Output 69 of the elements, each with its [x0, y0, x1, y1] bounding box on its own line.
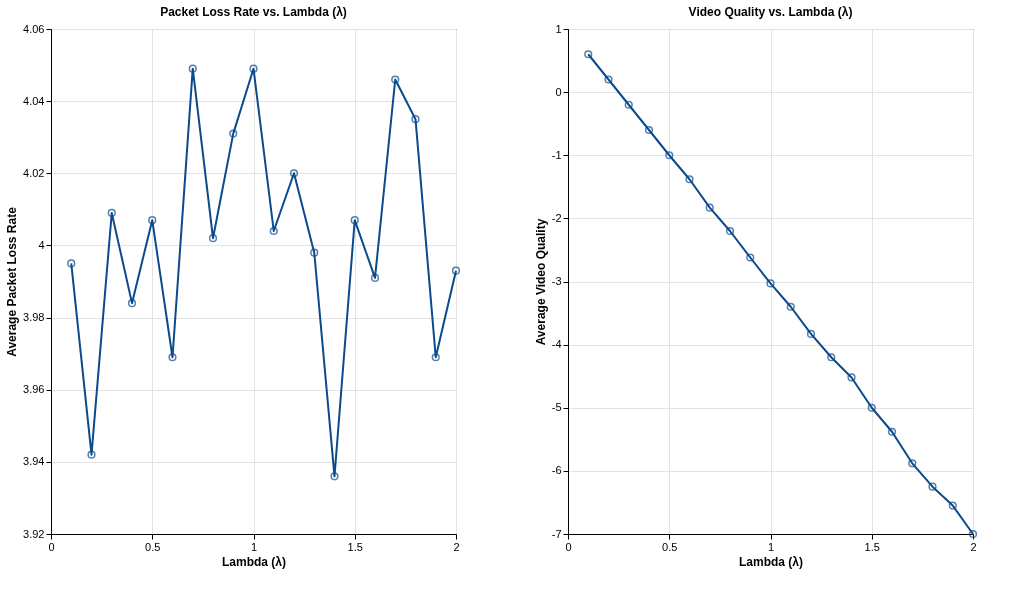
- point: [928, 482, 937, 491]
- x-tick-label: 0.5: [662, 540, 678, 553]
- y-tick-label: 4.06: [23, 22, 45, 35]
- point: [725, 226, 735, 236]
- point: [705, 203, 714, 212]
- y-tick-label: 4: [38, 238, 45, 251]
- point: [330, 472, 339, 481]
- point: [908, 459, 917, 468]
- point: [188, 64, 197, 73]
- y-tick-label: 0: [555, 85, 562, 98]
- point: [604, 75, 613, 84]
- y-tick-label: -1: [551, 148, 562, 161]
- x-tick-label: 1: [767, 540, 775, 553]
- y-tick-label: -6: [551, 464, 562, 477]
- x-axis-title: Lambda (λ): [738, 554, 804, 569]
- x-tick-label: 1.5: [864, 540, 880, 553]
- y-tick-label: -4: [551, 338, 562, 351]
- x-tick-label: 0.5: [145, 540, 161, 553]
- y-tick-label: -2: [551, 211, 562, 224]
- point: [887, 427, 897, 436]
- x-axis-title: Lambda (λ): [221, 554, 287, 569]
- point: [87, 450, 96, 459]
- point: [847, 373, 856, 382]
- point: [249, 64, 258, 73]
- point: [746, 253, 755, 262]
- point: [644, 125, 654, 135]
- x-tick-label: 0: [565, 540, 572, 553]
- point: [948, 501, 957, 510]
- point: [806, 329, 816, 338]
- y-tick-label: 3.96: [23, 383, 45, 396]
- point: [127, 299, 137, 308]
- y-tick-label: 3.98: [23, 311, 45, 324]
- y-tick-label: -5: [551, 401, 562, 414]
- point: [289, 169, 299, 178]
- x-tick-label: 2: [970, 540, 977, 553]
- point: [685, 175, 694, 184]
- point: [208, 234, 218, 243]
- y-axis-title: Average Video Quality: [533, 218, 548, 346]
- point: [867, 403, 876, 412]
- point: [766, 279, 775, 288]
- chart-title: Packet Loss Rate vs. Lambda (λ): [160, 5, 347, 19]
- point: [370, 273, 380, 282]
- point: [310, 248, 319, 257]
- y-tick-label: 3.94: [23, 455, 45, 468]
- y-tick-label: -3: [551, 275, 562, 287]
- y-axis-title: Average Packet Loss Rate: [5, 206, 20, 357]
- point: [148, 216, 157, 225]
- x-tick-label: 2: [453, 540, 460, 553]
- point: [411, 115, 420, 124]
- y-tick-label: -7: [551, 527, 562, 540]
- point: [391, 75, 400, 84]
- point: [168, 353, 177, 362]
- x-tick-label: 1: [250, 540, 258, 553]
- y-tick-label: 4.02: [23, 166, 45, 179]
- point: [665, 151, 674, 160]
- x-tick-label: 1.5: [347, 540, 363, 553]
- point: [624, 100, 633, 109]
- point: [431, 353, 440, 362]
- y-tick-label: 1: [555, 22, 562, 35]
- y-tick-label: 4.04: [23, 94, 45, 107]
- point: [269, 226, 278, 236]
- point: [229, 129, 238, 138]
- point: [786, 302, 795, 311]
- y-tick-label: 3.92: [23, 527, 45, 540]
- chart-title: Video Quality vs. Lambda (λ): [688, 5, 853, 19]
- point: [827, 353, 836, 362]
- x-tick-label: 0: [48, 540, 55, 553]
- point: [107, 208, 116, 218]
- point: [350, 216, 359, 225]
